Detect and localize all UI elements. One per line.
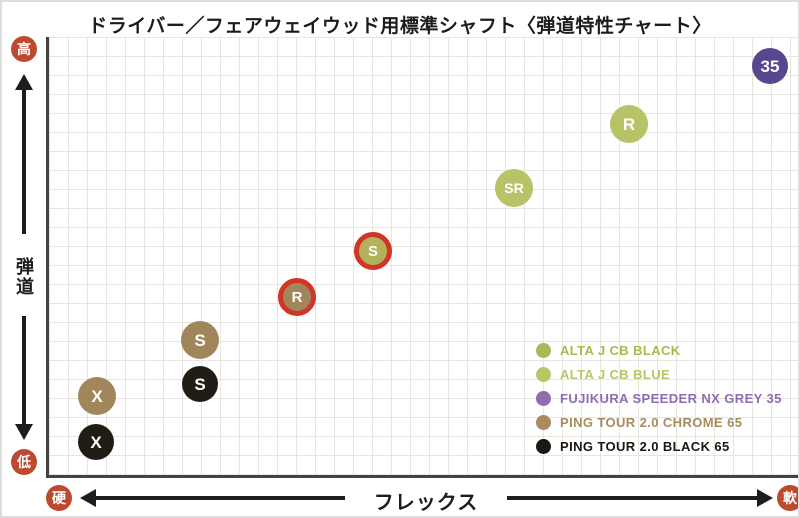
plot-area xyxy=(46,37,798,478)
x-axis-label: フレックス xyxy=(373,492,479,514)
legend-label: ALTA J CB BLUE xyxy=(560,366,671,382)
marker-x: X xyxy=(78,424,114,460)
legend: ALTA J CB BLACK ALTA J CB BLUE FUJIKURA SP… xyxy=(536,338,782,458)
marker-sr: SR xyxy=(495,169,533,207)
legend-dot-icon xyxy=(536,414,551,430)
legend-item: PING TOUR 2.0 BLACK 65 xyxy=(536,434,782,458)
x-axis-left-shaft xyxy=(95,496,345,500)
legend-dot-icon xyxy=(536,390,551,406)
legend-dot-icon xyxy=(536,438,551,454)
arrow-right-icon xyxy=(757,489,773,507)
legend-dot-icon xyxy=(536,366,551,382)
marker-s: S xyxy=(354,232,392,270)
x-axis-soft-badge: 軟 xyxy=(777,485,798,511)
y-axis-low-badge: 低 xyxy=(11,449,37,475)
legend-item: ALTA J CB BLACK xyxy=(536,338,782,362)
legend-item: ALTA J CB BLUE xyxy=(536,362,782,386)
legend-label: ALTA J CB BLACK xyxy=(560,342,681,358)
legend-label: PING TOUR 2.0 BLACK 65 xyxy=(560,438,730,454)
chart-title: ドライバー／フェアウェイウッド用標準シャフト〈弾道特性チャート〉 xyxy=(88,16,712,37)
marker-r: R xyxy=(610,105,648,143)
legend-item: FUJIKURA SPEEDER NX GREY 35 xyxy=(536,386,782,410)
legend-item: PING TOUR 2.0 CHROME 65 xyxy=(536,410,782,434)
marker-r: R xyxy=(278,278,316,316)
arrow-down-icon xyxy=(15,424,33,440)
legend-label: PING TOUR 2.0 CHROME 65 xyxy=(560,414,743,430)
x-axis-hard-badge: 硬 xyxy=(46,485,72,511)
marker-s: S xyxy=(182,366,218,402)
arrow-left-icon xyxy=(80,489,96,507)
marker-s: S xyxy=(181,321,219,359)
legend-label: FUJIKURA SPEEDER NX GREY 35 xyxy=(560,390,782,406)
arrow-up-icon xyxy=(15,74,33,90)
marker-x: X xyxy=(78,377,116,415)
y-axis-high-badge: 高 xyxy=(11,36,37,62)
y-axis-upper-shaft xyxy=(22,89,26,234)
y-axis-lower-shaft xyxy=(22,316,26,424)
marker-35: 35 xyxy=(752,48,788,84)
x-axis-right-shaft xyxy=(507,496,757,500)
legend-dot-icon xyxy=(536,342,551,358)
y-axis-label: 弾道 xyxy=(14,257,34,297)
